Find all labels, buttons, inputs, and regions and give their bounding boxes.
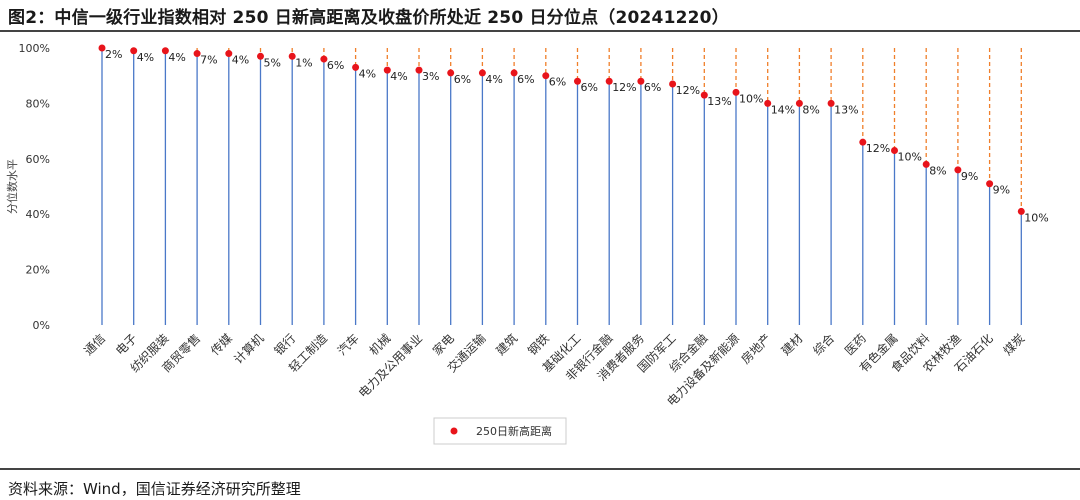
percentile-point <box>352 63 360 71</box>
percentile-point <box>954 166 962 174</box>
percentile-point <box>478 69 486 77</box>
title-divider <box>0 30 1080 32</box>
x-tick-label: 机械 <box>366 331 394 359</box>
percentile-point <box>827 99 835 107</box>
x-tick-label: 建材 <box>779 331 806 358</box>
percentile-point <box>732 88 740 96</box>
legend-marker <box>450 427 458 435</box>
percentile-point <box>193 50 201 58</box>
data-label: 6% <box>327 59 344 72</box>
data-label: 4% <box>359 67 376 80</box>
chart-title: 图2：中信一级行业指数相对 250 日新高距离及收盘价所处近 250 日分位点（… <box>8 8 729 28</box>
data-label: 13% <box>707 95 731 108</box>
x-tick-label: 建筑 <box>493 331 521 359</box>
percentile-point <box>225 50 233 58</box>
data-label: 4% <box>232 54 249 67</box>
percentile-point <box>510 69 518 77</box>
footer-divider <box>0 468 1080 470</box>
points <box>98 44 1025 215</box>
x-tick-label: 汽车 <box>334 331 362 359</box>
percentile-point <box>1017 207 1025 215</box>
data-label: 13% <box>834 103 858 116</box>
percentile-point <box>700 91 708 99</box>
data-label: 8% <box>929 164 946 177</box>
x-tick-label: 传媒 <box>207 331 235 359</box>
percentile-point <box>383 66 391 74</box>
data-label: 3% <box>422 70 439 83</box>
data-label: 7% <box>200 54 217 67</box>
lollipop-chart: 0% 20% 40% 60% 80% 100% 2% 4% 4% 7% 4% 5% 1% 6% 4% 4% 3… <box>5 42 1049 445</box>
percentile-point <box>637 77 645 85</box>
percentile-point <box>795 99 803 107</box>
data-label: 4% <box>390 70 407 83</box>
data-labels: 2% 4% 4% 7% 4% 5% 1% 6% 4% 4% 3% 6% 4% 6% 6% 6% 12% 6% 12%… <box>105 48 1049 224</box>
data-label: 4% <box>137 51 154 64</box>
data-label: 12% <box>866 142 890 155</box>
x-tick-label: 计算机 <box>231 331 267 367</box>
data-label: 12% <box>676 84 700 97</box>
percentile-point <box>130 47 138 55</box>
percentile-point <box>891 146 898 154</box>
percentile-point <box>98 44 106 52</box>
data-label: 4% <box>485 73 502 86</box>
data-label: 12% <box>612 81 636 94</box>
percentile-point <box>415 66 423 74</box>
data-label: 2% <box>105 48 122 61</box>
data-label: 4% <box>168 51 185 64</box>
y-tick-label: 0% <box>33 319 50 332</box>
y-tick-label: 80% <box>26 97 50 110</box>
percentile-point <box>669 80 677 88</box>
y-tick-label: 40% <box>26 208 50 221</box>
data-label: 10% <box>1024 211 1048 224</box>
source-note: 资料来源：Wind，国信证券经济研究所整理 <box>8 480 301 498</box>
percentile-point <box>447 69 455 77</box>
data-label: 5% <box>264 56 281 69</box>
y-axis: 0% 20% 40% 60% 80% 100% <box>19 42 50 332</box>
x-tick-label: 煤炭 <box>1001 331 1028 358</box>
x-tick-label: 电子 <box>113 331 140 358</box>
data-label: 6% <box>517 73 534 86</box>
x-tick-label: 通信 <box>81 331 108 358</box>
legend-label: 250日新高距离 <box>476 424 552 438</box>
percentile-point <box>605 77 613 85</box>
data-label: 6% <box>644 81 661 94</box>
percentile-point <box>764 99 772 107</box>
x-tick-label: 家电 <box>429 331 457 359</box>
percentile-point <box>859 138 867 146</box>
data-label: 6% <box>581 81 598 94</box>
data-label: 6% <box>549 76 566 89</box>
data-label: 1% <box>295 56 312 69</box>
percentile-point <box>574 77 581 85</box>
percentile-point <box>161 47 169 55</box>
y-tick-label: 100% <box>19 42 50 55</box>
y-tick-label: 20% <box>26 264 50 277</box>
percentile-point <box>986 180 994 188</box>
percentile-point <box>922 160 930 168</box>
data-label: 10% <box>898 150 922 163</box>
legend: 250日新高距离 <box>433 417 567 445</box>
x-tick-label: 钢铁 <box>525 331 552 358</box>
stems <box>101 48 1022 325</box>
percentile-point <box>288 52 296 60</box>
data-label: 10% <box>739 92 763 105</box>
y-tick-label: 60% <box>26 153 50 166</box>
x-tick-label: 房地产 <box>738 331 774 367</box>
x-tick-label: 银行 <box>271 331 298 358</box>
data-label: 9% <box>961 170 978 183</box>
data-label: 14% <box>771 103 795 116</box>
y-axis-label: 分位数水平 <box>5 159 19 214</box>
x-tick-label: 综合 <box>810 331 838 359</box>
percentile-point <box>257 52 264 60</box>
x-tick-label: 医药 <box>842 331 869 358</box>
data-label: 8% <box>802 103 819 116</box>
percentile-point <box>542 72 550 80</box>
data-label: 6% <box>454 73 471 86</box>
percentile-point <box>320 55 328 63</box>
data-label: 9% <box>993 184 1010 197</box>
